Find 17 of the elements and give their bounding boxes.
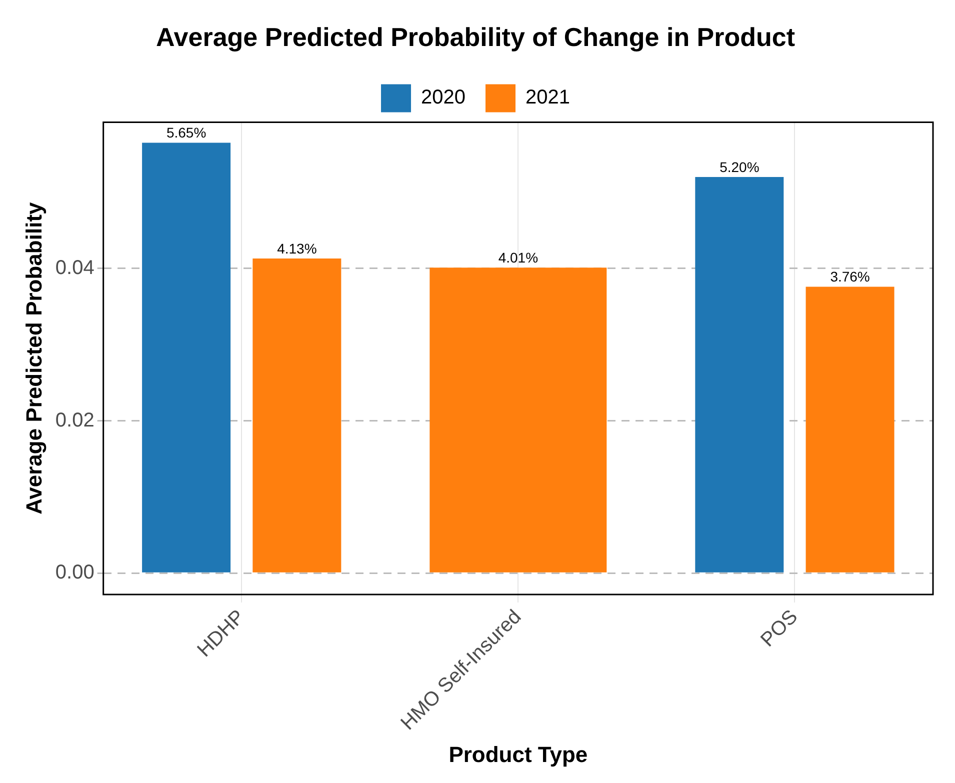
- data-label: 3.76%: [830, 268, 870, 285]
- x-axis-title: Product Type: [448, 742, 588, 767]
- y-tick-label: 0.04: [55, 256, 94, 279]
- data-label: 5.65%: [166, 124, 206, 141]
- bar: [695, 177, 784, 572]
- legend-label: 2021: [526, 86, 570, 109]
- y-tick-label: 0.02: [55, 409, 94, 432]
- bar: [252, 258, 342, 572]
- y-tick-label: 0.00: [55, 562, 94, 584]
- data-label: 4.01%: [498, 250, 538, 266]
- legend-label: 2020: [421, 86, 466, 109]
- bar: [142, 142, 231, 572]
- data-label: 5.20%: [720, 158, 760, 175]
- y-axis-title: Average Predicted Probability: [21, 201, 46, 514]
- data-label: 4.13%: [277, 240, 317, 256]
- chart-title: Average Predicted Probability of Change in Product: [156, 22, 796, 52]
- bar: [806, 286, 894, 572]
